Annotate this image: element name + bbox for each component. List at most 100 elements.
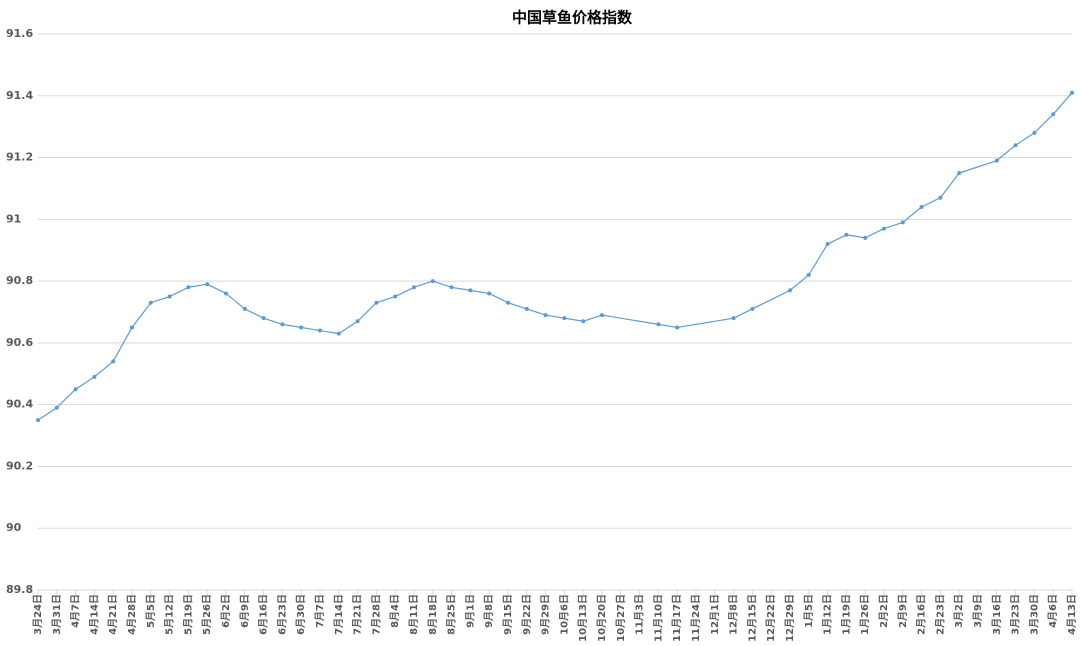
line-segment [338,320,358,335]
line-segment [921,197,941,208]
line-segment [394,286,415,298]
x-tick-label: 3月31日 [51,594,63,635]
point [111,359,116,364]
x-tick-label: 3月9日 [972,594,984,628]
line-segment [864,228,885,239]
point [825,242,830,247]
point [430,279,435,284]
x-tick-label: 2月23日 [934,594,946,635]
x-tick-label: 10月6日 [558,594,570,635]
x-tick-label: 12月8日 [728,594,740,635]
line-segment [112,327,133,362]
line-segment [583,314,603,322]
x-tick-label: 7月28日 [370,594,382,635]
point [299,325,304,330]
y-tick-label: 91.2 [6,151,33,164]
x-tick-label: 10月13日 [577,594,589,642]
point [92,374,97,379]
point [148,300,153,305]
point [882,226,886,231]
line-segment [37,407,58,421]
point [994,158,999,163]
y-tick-label: 90.4 [6,398,33,411]
x-tick-label: 4月28日 [126,594,138,635]
x-tick-label: 6月30日 [295,594,307,635]
point [36,418,40,423]
line-segment [470,289,490,295]
line-segment [846,234,866,239]
y-tick-label: 90.8 [6,274,33,287]
point [393,294,398,299]
x-tick-label: 12月29日 [784,594,796,642]
line-segment [376,295,396,304]
line-segment [225,293,246,310]
x-tick-label: 6月23日 [276,594,288,635]
point [562,316,567,321]
x-tick-label: 8月25日 [446,594,458,635]
x-tick-label: 9月29日 [540,594,552,635]
x-tick-label: 12月1日 [709,594,721,635]
x-tick-label: 11月24日 [690,594,702,642]
x-tick-label: 1月19日 [840,594,852,635]
y-tick-label: 90.6 [6,336,33,349]
x-tick-label: 6月16日 [258,594,270,635]
x-tick-label: 8月18日 [427,594,439,635]
point [731,316,736,321]
x-tick-label: 6月9日 [239,594,251,628]
line-segment [752,289,791,310]
point [863,235,868,240]
x-tick-label: 4月14日 [88,594,100,635]
line-segment [301,326,321,332]
line-segment [244,308,264,319]
line-segment [564,317,584,322]
x-tick-label: 3月24日 [32,594,44,635]
point [130,325,134,330]
y-tick-label: 91 [6,212,21,225]
point [280,322,285,327]
point [487,291,492,296]
line-segment [959,160,997,174]
point [1070,90,1074,95]
line-segment [601,314,659,325]
point [788,288,792,293]
x-tick-label: 5月19日 [182,594,194,635]
line-segment [526,308,546,316]
point [54,405,59,410]
x-tick-label: 10月20日 [596,594,608,642]
point [412,285,416,290]
chart-title: 中国草鱼价格指数 [512,9,633,27]
point [957,171,962,175]
x-tick-label: 7月21日 [352,594,364,635]
x-tick-label: 5月5日 [145,594,157,628]
line-segment [188,283,208,288]
point [919,204,924,209]
line-segment [902,206,922,223]
x-tick-label: 2月9日 [897,594,909,628]
x-tick-label: 2月16日 [916,594,928,635]
x-tick-label: 8月11日 [408,594,420,635]
x-tick-label: 5月12日 [164,594,176,635]
point [543,313,548,318]
x-tick-label: 8月4日 [389,594,401,628]
line-segment [996,144,1016,162]
point [750,306,755,311]
point [336,331,341,336]
x-tick-label: 6月2日 [220,594,232,628]
point [318,328,322,333]
x-tick-label: 11月10日 [652,594,664,642]
y-tick-label: 90.2 [6,459,33,472]
point [374,300,379,305]
line-segment [169,286,189,298]
x-tick-label: 9月22日 [521,594,533,635]
point [675,325,680,330]
line-segment [883,221,903,230]
x-tick-label: 1月12日 [822,594,834,635]
x-tick-label: 4月13日 [1066,594,1078,635]
point [900,220,905,225]
line-segment [733,308,753,319]
x-tick-label: 4月7日 [70,594,82,628]
point [844,232,849,237]
line-segment [1052,92,1073,115]
point [506,300,510,305]
